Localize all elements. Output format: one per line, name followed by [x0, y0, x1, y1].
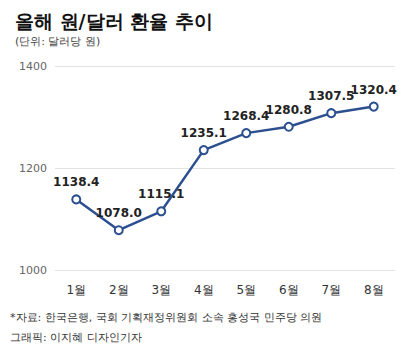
svg-text:1115.1: 1115.1	[138, 187, 184, 201]
svg-text:6월: 6월	[279, 283, 299, 297]
svg-text:8월: 8월	[364, 283, 384, 297]
svg-text:1138.4: 1138.4	[53, 175, 99, 189]
svg-text:1320.4: 1320.4	[351, 83, 397, 97]
svg-text:1200: 1200	[19, 162, 47, 175]
svg-text:(단위: 달러당 원): (단위: 달러당 원)	[15, 35, 100, 48]
svg-text:1235.1: 1235.1	[181, 126, 227, 140]
svg-text:1400: 1400	[19, 60, 47, 73]
svg-text:*자료: 한국은행, 국회 기획재정위원회 소속 홍성국 민: *자료: 한국은행, 국회 기획재정위원회 소속 홍성국 민주당 의원	[10, 311, 322, 324]
svg-text:7월: 7월	[321, 283, 341, 297]
svg-text:4월: 4월	[194, 283, 214, 297]
svg-text:1268.4: 1268.4	[223, 109, 269, 123]
svg-text:1280.8: 1280.8	[266, 103, 312, 117]
svg-text:1307.5: 1307.5	[308, 89, 354, 103]
svg-text:2월: 2월	[109, 283, 129, 297]
svg-text:1078.0: 1078.0	[96, 206, 142, 220]
svg-text:1000: 1000	[19, 264, 47, 277]
svg-text:1월: 1월	[66, 283, 86, 297]
svg-text:올해 원/달러 환율 추이: 올해 원/달러 환율 추이	[15, 10, 213, 32]
svg-text:5월: 5월	[236, 283, 256, 297]
svg-text:그래픽: 이지혜 디자인기자: 그래픽: 이지혜 디자인기자	[10, 331, 142, 344]
svg-text:3월: 3월	[151, 283, 171, 297]
